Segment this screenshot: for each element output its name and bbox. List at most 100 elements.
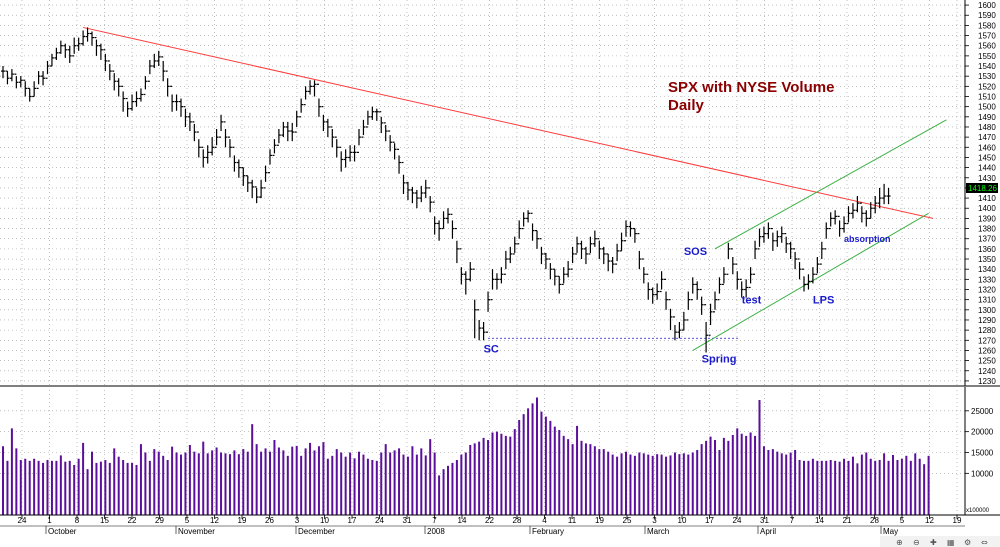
ohlc-bar: [454, 227, 459, 264]
ohlc-bar: [477, 309, 482, 341]
grid-icon[interactable]: ▦: [947, 538, 955, 547]
ohlc-bar: [90, 31, 94, 46]
ohlc-bar: [606, 253, 611, 272]
price-tick-label: 1600: [978, 1, 996, 10]
ohlc-bar: [539, 238, 544, 265]
annotation-sos: SOS: [684, 246, 707, 258]
ohlc-bar: [432, 201, 437, 235]
ohlc-bar: [18, 76, 23, 88]
ohlc-bar: [450, 213, 455, 239]
zoom-out-icon[interactable]: ⊖: [913, 538, 920, 547]
ohlc-bar: [210, 137, 215, 156]
trendlines: [82, 26, 947, 351]
ohlc-bar: [446, 208, 450, 224]
ohlc-bar: [401, 161, 406, 195]
price-tick-label: 1340: [978, 265, 996, 274]
ohlc-bar: [793, 248, 798, 270]
month-label: 2008: [427, 527, 445, 536]
ohlc-bar: [842, 216, 847, 233]
ohlc-bar: [76, 37, 81, 51]
ohlc-bar: [726, 242, 731, 275]
price-tick-label: 1430: [978, 174, 996, 183]
x-tick-label: 31: [403, 516, 412, 525]
price-tick-label: 1230: [978, 377, 996, 386]
price-tick-label: 1560: [978, 42, 996, 51]
month-label: April: [760, 527, 776, 536]
ohlc-bar: [219, 114, 224, 138]
x-tick-label: 25: [623, 516, 632, 525]
price-grid: [0, 0, 965, 386]
x-tick-label: 14: [815, 516, 824, 525]
volume-tick-label: 25000: [971, 407, 994, 416]
ohlc-bar: [236, 159, 241, 178]
ohlc-bar: [170, 85, 175, 112]
x-tick-label: 24: [375, 516, 384, 525]
ohlc-bar: [27, 87, 32, 102]
volume-tick-label: 20000: [971, 428, 994, 437]
ohlc-bar: [886, 187, 891, 205]
ohlc-bar: [98, 43, 103, 60]
ohlc-bar: [125, 97, 130, 117]
price-tick-label: 1450: [978, 153, 996, 162]
annotation-absorption: absorption: [844, 234, 891, 244]
month-label: November: [178, 527, 215, 536]
x-tick-label: 3: [295, 516, 300, 525]
ohlc-bar: [757, 228, 762, 250]
settings-icon[interactable]: ⚙: [964, 538, 971, 547]
ohlc-bar: [49, 53, 54, 67]
x-tick-label: 17: [705, 516, 714, 525]
x-tick-label: 8: [75, 516, 80, 525]
month-label: October: [48, 527, 77, 536]
ohlc-bar: [85, 27, 90, 42]
ohlc-bar: [628, 221, 633, 237]
ohlc-bar: [72, 37, 77, 57]
chart-subtitle: Daily: [668, 97, 705, 114]
toolbar-background: [880, 536, 1000, 547]
ohlc-bar: [41, 71, 46, 86]
ohlc-bar: [748, 267, 753, 289]
ohlc-bar: [58, 40, 63, 54]
ohlc-bar: [615, 243, 620, 265]
x-tick-label: 28: [870, 516, 879, 525]
price-tick-label: 1460: [978, 143, 996, 152]
ohlc-bar: [708, 303, 713, 336]
ohlc-bar: [864, 210, 869, 227]
ohlc-bar: [94, 36, 99, 56]
ohlc-bar: [588, 236, 593, 255]
x-tick-label: 10: [320, 516, 329, 525]
title: SPX with NYSE Volume Daily: [668, 79, 834, 114]
ohlc-bar: [655, 283, 660, 300]
ohlc-bar: [735, 263, 740, 290]
ohlc-bar: [254, 186, 259, 204]
price-tick-label: 1480: [978, 123, 996, 132]
x-tick-label: 1: [47, 516, 52, 525]
ohlc-bar: [67, 45, 72, 63]
ohlc-bar: [730, 248, 735, 275]
ohlc-bar: [575, 236, 580, 255]
zoom-in-icon[interactable]: ⊕: [896, 538, 903, 547]
scroll-icon[interactable]: ⇔: [981, 538, 988, 547]
ohlc-bar: [343, 149, 348, 168]
ohlc-bar: [508, 246, 513, 264]
ohlc-bar: [486, 291, 491, 333]
ohlc-bar: [802, 268, 806, 292]
ohlc-bar: [365, 110, 370, 128]
price-tick-label: 1440: [978, 164, 996, 173]
ohlc-bar: [855, 196, 860, 213]
price-tick-label: 1390: [978, 214, 996, 223]
price-tick-label: 1360: [978, 245, 996, 254]
ohlc-bar: [699, 288, 704, 315]
price-tick-label: 1240: [978, 367, 996, 376]
ohlc-bar: [557, 275, 562, 294]
ohlc-bar: [1, 66, 5, 79]
ohlc-bar: [437, 220, 442, 241]
crosshair-icon[interactable]: ✚: [930, 538, 937, 547]
ohlc-bar: [14, 73, 19, 89]
ohlc-bar: [672, 316, 677, 341]
x-tick-label: 22: [128, 516, 137, 525]
annotation-test: test: [742, 295, 762, 307]
ohlc-bar: [810, 267, 815, 284]
ohlc-bar: [850, 203, 855, 219]
month-label: December: [298, 527, 335, 536]
price-tick-label: 1260: [978, 346, 996, 355]
